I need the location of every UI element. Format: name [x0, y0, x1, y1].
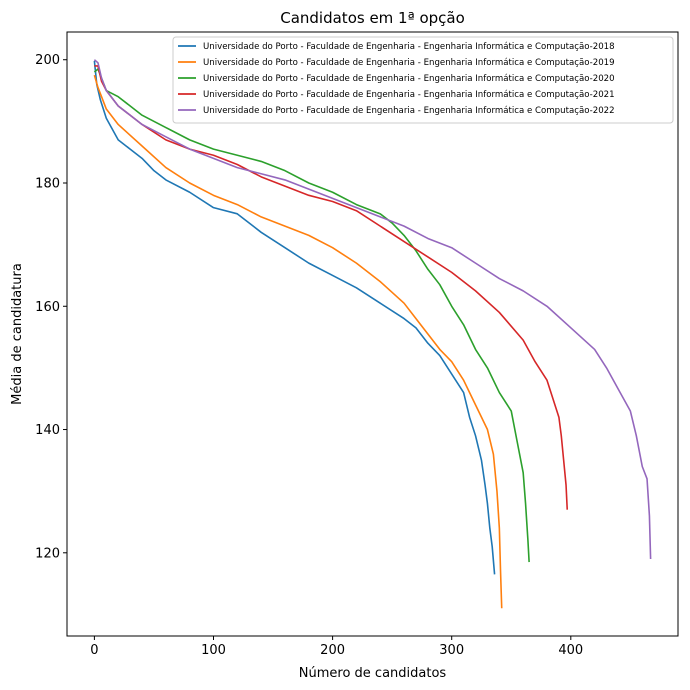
y-tick-label: 120 — [35, 546, 60, 561]
series-line-5 — [93, 59, 652, 559]
plot-frame — [66, 31, 679, 637]
x-tick-label: 0 — [90, 643, 98, 658]
y-axis-label: Média de candidatura — [10, 263, 25, 405]
legend: Universidade do Porto - Faculdade de Eng… — [172, 36, 674, 124]
x-tick-label: 400 — [558, 643, 583, 658]
legend-label-4: Universidade do Porto - Faculdade de Eng… — [203, 90, 615, 100]
y-tick-label: 140 — [35, 423, 60, 438]
y-tick-label: 160 — [35, 300, 60, 315]
legend-label-2: Universidade do Porto - Faculdade de Eng… — [203, 58, 615, 68]
series-line-1 — [93, 60, 496, 575]
legend-box — [172, 36, 674, 124]
chart-title: Candidatos em 1ª opção — [280, 9, 465, 27]
y-axis: 120 140 160 180 200 — [35, 53, 67, 561]
legend-label-5: Universidade do Porto - Faculdade de Eng… — [203, 106, 615, 116]
y-tick-label: 180 — [35, 177, 60, 192]
x-tick-label: 300 — [439, 643, 464, 658]
series-line-2 — [93, 74, 503, 609]
legend-label-3: Universidade do Porto - Faculdade de Eng… — [203, 74, 615, 84]
x-axis-label: Número de candidatos — [299, 666, 447, 681]
legend-label-1: Universidade do Porto - Faculdade de Eng… — [203, 42, 615, 52]
x-tick-label: 200 — [320, 643, 345, 658]
x-axis: 0 100 200 300 400 — [90, 636, 583, 658]
y-tick-label: 200 — [35, 53, 60, 68]
x-tick-label: 100 — [201, 643, 226, 658]
plot-area — [93, 59, 652, 609]
